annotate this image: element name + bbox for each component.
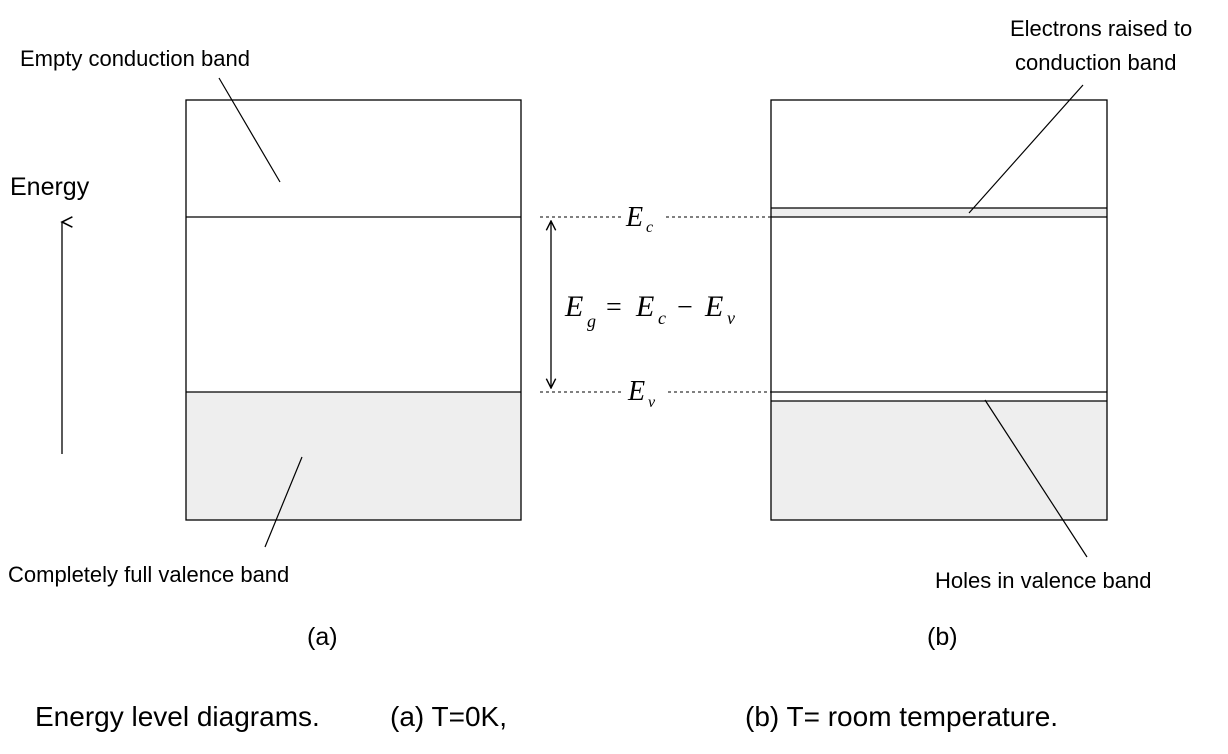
label-electrons-raised-line2: conduction band xyxy=(1015,50,1176,75)
ev-level-label: E v xyxy=(627,376,656,411)
pointer-electrons-raised xyxy=(968,84,1084,214)
ec-symbol: E xyxy=(625,202,643,233)
diagram-b xyxy=(770,84,1108,558)
pointer-holes-in-valence-band xyxy=(984,399,1088,558)
electron-strip-b-fill xyxy=(771,208,1107,217)
diagram-a xyxy=(185,77,522,548)
label-electrons-raised-line1: Electrons raised to xyxy=(1010,16,1192,41)
label-tag-b: (b) xyxy=(927,623,958,651)
eg-ev-subscript: v xyxy=(727,308,735,328)
label-empty-conduction-band: Empty conduction band xyxy=(20,46,250,71)
band-box-a xyxy=(185,99,522,521)
label-full-valence-band: Completely full valence band xyxy=(8,562,289,587)
eg-minus: − xyxy=(677,292,693,323)
caption-part-a: (a) T=0K, xyxy=(390,701,507,732)
label-holes-in-valence-band: Holes in valence band xyxy=(935,568,1151,593)
ec-subscript: c xyxy=(646,219,653,236)
band-box-b xyxy=(770,99,1108,521)
band-gap-equation: E g = E c − E v xyxy=(564,290,735,331)
pointer-empty-conduction-band xyxy=(218,77,281,183)
eg-ec-symbol: E xyxy=(635,290,654,323)
caption-title: Energy level diagrams. xyxy=(35,701,320,732)
valence-band-a-fill xyxy=(186,392,521,520)
eg-subscript: g xyxy=(587,311,596,331)
energy-axis-label: Energy xyxy=(10,173,90,201)
pointer-full-valence-band xyxy=(264,456,303,548)
valence-band-b-fill xyxy=(771,401,1107,520)
eg-ec-subscript: c xyxy=(658,308,666,328)
label-tag-a: (a) xyxy=(307,623,338,651)
ev-subscript: v xyxy=(648,394,656,411)
eg-ev-symbol: E xyxy=(704,290,723,323)
ev-symbol: E xyxy=(627,376,645,407)
eg-symbol: E xyxy=(564,290,583,323)
eg-equals: = xyxy=(606,292,622,323)
ec-level-label: E c xyxy=(625,202,653,236)
caption-part-b: (b) T= room temperature. xyxy=(745,701,1058,732)
